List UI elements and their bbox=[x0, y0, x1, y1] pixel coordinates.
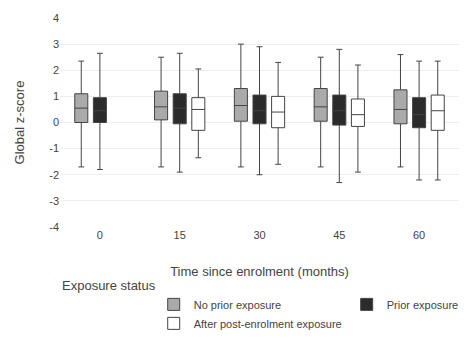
svg-text:30: 30 bbox=[253, 229, 265, 241]
svg-text:0: 0 bbox=[53, 116, 59, 128]
svg-text:3: 3 bbox=[53, 38, 59, 50]
svg-text:-1: -1 bbox=[49, 142, 59, 154]
svg-text:Prior exposure: Prior exposure bbox=[387, 299, 459, 311]
svg-text:60: 60 bbox=[413, 229, 425, 241]
svg-text:45: 45 bbox=[333, 229, 345, 241]
svg-text:15: 15 bbox=[174, 229, 186, 241]
svg-text:Exposure status: Exposure status bbox=[62, 278, 156, 293]
svg-text:0: 0 bbox=[97, 229, 103, 241]
svg-text:4: 4 bbox=[53, 12, 59, 24]
svg-text:1: 1 bbox=[53, 90, 59, 102]
svg-text:After post-enrolment exposure: After post-enrolment exposure bbox=[194, 318, 342, 330]
svg-text:-4: -4 bbox=[49, 221, 59, 233]
svg-text:2: 2 bbox=[53, 64, 59, 76]
svg-text:Time since enrolment (months): Time since enrolment (months) bbox=[170, 264, 349, 279]
svg-text:-2: -2 bbox=[49, 169, 59, 181]
svg-text:Global z-score: Global z-score bbox=[12, 81, 27, 165]
svg-text:No prior exposure: No prior exposure bbox=[194, 299, 281, 311]
svg-text:-3: -3 bbox=[49, 195, 59, 207]
